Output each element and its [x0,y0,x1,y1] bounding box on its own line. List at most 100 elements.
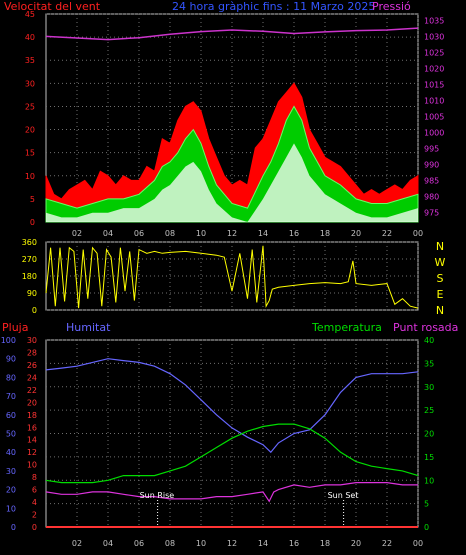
temp-left-tick-label: 30 [27,336,37,345]
temp-right-tick-label: 25 [424,406,434,415]
x-tick-label: 06 [134,539,144,548]
pressure-label: Pressió [372,0,411,13]
pressure-tick-label: 1015 [424,80,444,89]
humidity-tick-label: 0 [11,523,16,532]
temp-left-tick-label: 4 [32,498,37,507]
x-tick-label: 20 [351,229,361,238]
pressure-tick-label: 1035 [424,16,444,25]
x-tick-label: 14 [258,539,268,548]
dewpoint-line [45,482,418,503]
direction-letter: N [436,304,444,317]
x-tick-label: 14 [258,229,268,238]
x-tick-label: 22 [382,539,392,548]
x-tick-label: 10 [196,229,206,238]
wind-tick-label: 5 [30,195,35,204]
direction-letter: E [437,288,444,301]
direction-tick-label: 360 [22,238,37,247]
temp-right-tick-label: 20 [424,430,434,439]
sunrise-label: Sun Rise [140,491,175,500]
direction-letter: N [436,240,444,253]
temp-right-tick-label: 30 [424,383,434,392]
temp-left-tick-label: 12 [27,448,37,457]
humidity-tick-label: 60 [6,411,16,420]
direction-tick-label: 90 [27,289,37,298]
x-tick-label: 18 [320,229,330,238]
direction-series [45,245,419,309]
pressure-tick-label: 1000 [424,128,444,137]
humidity-tick-label: 80 [6,373,16,382]
x-tick-label: 20 [351,539,361,548]
temperature-label: Temperatura [311,321,382,334]
wind-tick-label: 25 [25,102,35,111]
temp-left-tick-label: 0 [32,523,37,532]
temp-right-tick-label: 40 [424,336,434,345]
axis-labels: 0510152025303540459759809859909951000100… [1,10,445,548]
temp-left-tick-label: 22 [27,386,37,395]
wind-min-area [46,143,418,222]
temp-left-tick-label: 8 [32,473,37,482]
x-tick-label: 18 [320,539,330,548]
dewpoint-label: Punt rosada [393,321,458,334]
x-tick-label: 12 [227,229,237,238]
pressure-tick-label: 980 [424,192,439,201]
temp-right-tick-label: 15 [424,453,434,462]
wind-tick-label: 30 [25,79,35,88]
x-tick-label: 10 [196,539,206,548]
x-tick-label: 22 [382,229,392,238]
humidity-tick-label: 10 [6,504,16,513]
x-tick-label: 08 [165,539,175,548]
temp-left-tick-label: 28 [27,348,37,357]
temperature-line [45,423,419,484]
pressure-line [45,27,419,41]
humidity-tick-label: 100 [1,336,16,345]
temp-left-tick-label: 10 [27,461,37,470]
temp-right-tick-label: 35 [424,359,434,368]
pressure-tick-label: 995 [424,144,439,153]
pressure-tick-label: 1010 [424,96,444,105]
direction-line [45,245,419,309]
temp-right-tick-label: 10 [424,476,434,485]
x-tick-label: 00 [413,229,423,238]
direction-tick-label: 180 [22,272,37,281]
pressure-tick-label: 1030 [424,32,444,41]
x-tick-label: 04 [103,539,113,548]
chart-title: 24 hora gràphic fins : 11 Marzo 2025 [172,0,375,13]
temp-left-tick-label: 16 [27,423,37,432]
humidity-tick-label: 30 [6,467,16,476]
wind-speed-label: Velocitat del vent [4,0,101,13]
x-tick-label: 16 [289,539,299,548]
humidity-tick-label: 20 [6,486,16,495]
wind-series [45,27,419,223]
direction-tick-label: 270 [22,255,37,264]
humidity-label: Humitat [66,321,111,334]
pressure-tick-label: 1025 [424,48,444,57]
pressure-tick-label: 975 [424,208,439,217]
temp-left-tick-label: 2 [32,511,37,520]
wind-tick-label: 0 [30,218,35,227]
humidity-tick-label: 70 [6,392,16,401]
x-tick-label: 00 [413,539,423,548]
pressure-tick-label: 985 [424,176,439,185]
temp-left-tick-label: 24 [27,373,37,382]
temp-right-tick-label: 0 [424,523,429,532]
humidity-tick-label: 40 [6,448,16,457]
temp-left-tick-label: 20 [27,398,37,407]
direction-letter: W [435,256,446,269]
x-tick-label: 06 [134,229,144,238]
x-tick-label: 02 [72,539,82,548]
direction-letter: S [437,272,444,285]
humidity-tick-label: 90 [6,355,16,364]
humidity-line [45,358,419,454]
x-tick-label: 12 [227,539,237,548]
temp-left-tick-label: 6 [32,486,37,495]
wind-tick-label: 35 [25,56,35,65]
temp-left-tick-label: 18 [27,411,37,420]
humidity-tick-label: 50 [6,430,16,439]
wind-tick-label: 45 [25,10,35,19]
grid-lines [46,13,419,528]
x-tick-label: 02 [72,229,82,238]
x-tick-label: 16 [289,229,299,238]
temp-right-tick-label: 5 [424,500,429,509]
